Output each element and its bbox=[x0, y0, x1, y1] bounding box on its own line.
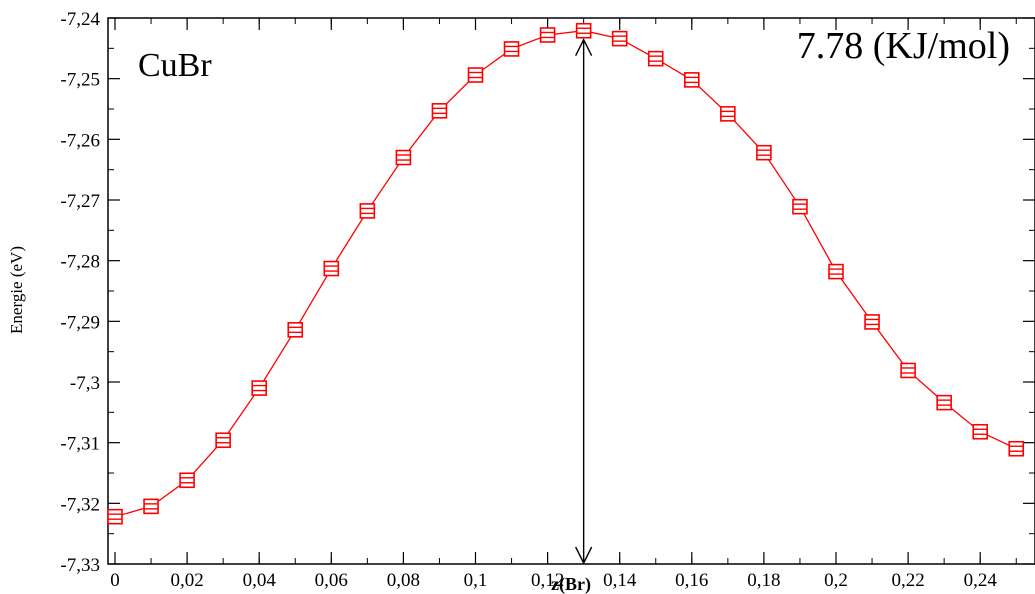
data-point bbox=[215, 432, 231, 449]
data-point bbox=[1008, 440, 1025, 457]
data-point-marker bbox=[575, 22, 592, 39]
data-point-marker bbox=[756, 144, 772, 161]
data-point bbox=[575, 22, 592, 39]
data-point bbox=[539, 27, 556, 43]
data-point bbox=[467, 67, 484, 83]
data-point bbox=[143, 498, 159, 515]
data-point-marker bbox=[972, 423, 989, 440]
data-point-marker bbox=[395, 149, 412, 166]
data-point bbox=[611, 30, 628, 47]
data-point-marker bbox=[539, 27, 556, 43]
data-point-marker bbox=[287, 322, 304, 338]
y-tick-label: -7,31 bbox=[60, 434, 100, 455]
data-point bbox=[936, 394, 952, 411]
data-point-marker bbox=[647, 50, 664, 67]
data-point bbox=[720, 106, 736, 122]
series-line bbox=[114, 30, 1017, 518]
x-tick-label: 0,02 bbox=[170, 570, 203, 591]
data-point bbox=[251, 380, 267, 396]
x-tick-label: 0,22 bbox=[891, 570, 924, 591]
data-point-marker bbox=[215, 432, 231, 449]
x-tick-label: 0,12 bbox=[531, 570, 564, 591]
data-point-marker bbox=[1008, 440, 1025, 457]
x-tick-label: 0,04 bbox=[243, 570, 277, 591]
data-point-marker bbox=[251, 380, 267, 396]
data-point bbox=[683, 72, 700, 88]
energy-arrow bbox=[575, 38, 593, 565]
data-point-marker bbox=[431, 103, 448, 119]
y-tick-label: -7,32 bbox=[60, 494, 100, 515]
data-point bbox=[792, 198, 808, 215]
x-tick-label: 0,16 bbox=[675, 570, 708, 591]
x-tick-label: 0,24 bbox=[964, 570, 998, 591]
x-tick-label: 0,1 bbox=[464, 570, 488, 591]
data-point-marker bbox=[792, 198, 808, 215]
x-tick-label: 0,06 bbox=[315, 570, 348, 591]
data-point bbox=[395, 149, 412, 166]
data-point-marker bbox=[900, 362, 916, 379]
data-point bbox=[864, 314, 880, 330]
series-group bbox=[107, 22, 1025, 525]
arrow-head-bottom bbox=[575, 546, 593, 565]
x-tick-label: 0,2 bbox=[824, 570, 848, 591]
data-point bbox=[972, 423, 989, 440]
data-point-marker bbox=[179, 472, 195, 489]
x-tick-label: 0,08 bbox=[387, 570, 420, 591]
x-tick-label: 0,14 bbox=[603, 570, 637, 591]
data-point-marker bbox=[683, 72, 700, 88]
y-tick-label: -7,28 bbox=[60, 252, 100, 273]
data-point bbox=[756, 144, 772, 161]
arrow-head-top bbox=[575, 38, 593, 57]
data-point bbox=[323, 260, 340, 277]
y-tick-label: -7,25 bbox=[60, 70, 100, 91]
data-point-marker bbox=[359, 203, 376, 219]
data-point bbox=[287, 322, 304, 338]
x-axis-title: z(Br) bbox=[551, 574, 591, 594]
data-point bbox=[900, 362, 916, 379]
y-tick-label: -7,24 bbox=[60, 9, 100, 30]
data-point-marker bbox=[864, 314, 880, 330]
data-point-marker bbox=[143, 498, 159, 515]
x-tick-label: 0 bbox=[110, 570, 120, 591]
y-tick-label: -7,3 bbox=[70, 373, 100, 394]
tick-labels: 0 0,02 0,04 0,06 0,08 0,1 0,12 0,14 0,16 0,18 0,2 0… bbox=[60, 9, 997, 591]
data-point-marker bbox=[323, 260, 340, 277]
y-axis-title: Energie (eV) bbox=[7, 246, 26, 334]
y-tick-label: -7,27 bbox=[60, 191, 100, 212]
data-point-marker bbox=[720, 106, 736, 122]
data-point bbox=[179, 472, 195, 489]
data-point-marker bbox=[467, 67, 484, 83]
data-point-marker bbox=[107, 508, 123, 525]
data-point-marker bbox=[503, 41, 520, 57]
data-point bbox=[503, 41, 520, 57]
plot-frame bbox=[107, 17, 1035, 565]
data-point bbox=[359, 203, 376, 219]
data-point-marker bbox=[611, 30, 628, 47]
y-tick-label: -7,29 bbox=[60, 312, 100, 333]
x-tick-label: 0,18 bbox=[747, 570, 780, 591]
y-tick-label: -7,33 bbox=[60, 555, 100, 576]
data-point bbox=[828, 263, 844, 280]
data-point-marker bbox=[828, 263, 844, 280]
y-tick-label: -7,26 bbox=[60, 130, 100, 151]
compound-label: CuBr bbox=[138, 47, 212, 84]
data-point bbox=[107, 508, 123, 525]
data-point bbox=[431, 103, 448, 119]
data-point-marker bbox=[936, 394, 952, 411]
energy-barrier-label: 7.78 (KJ/mol) bbox=[797, 25, 1010, 67]
data-point bbox=[647, 50, 664, 67]
